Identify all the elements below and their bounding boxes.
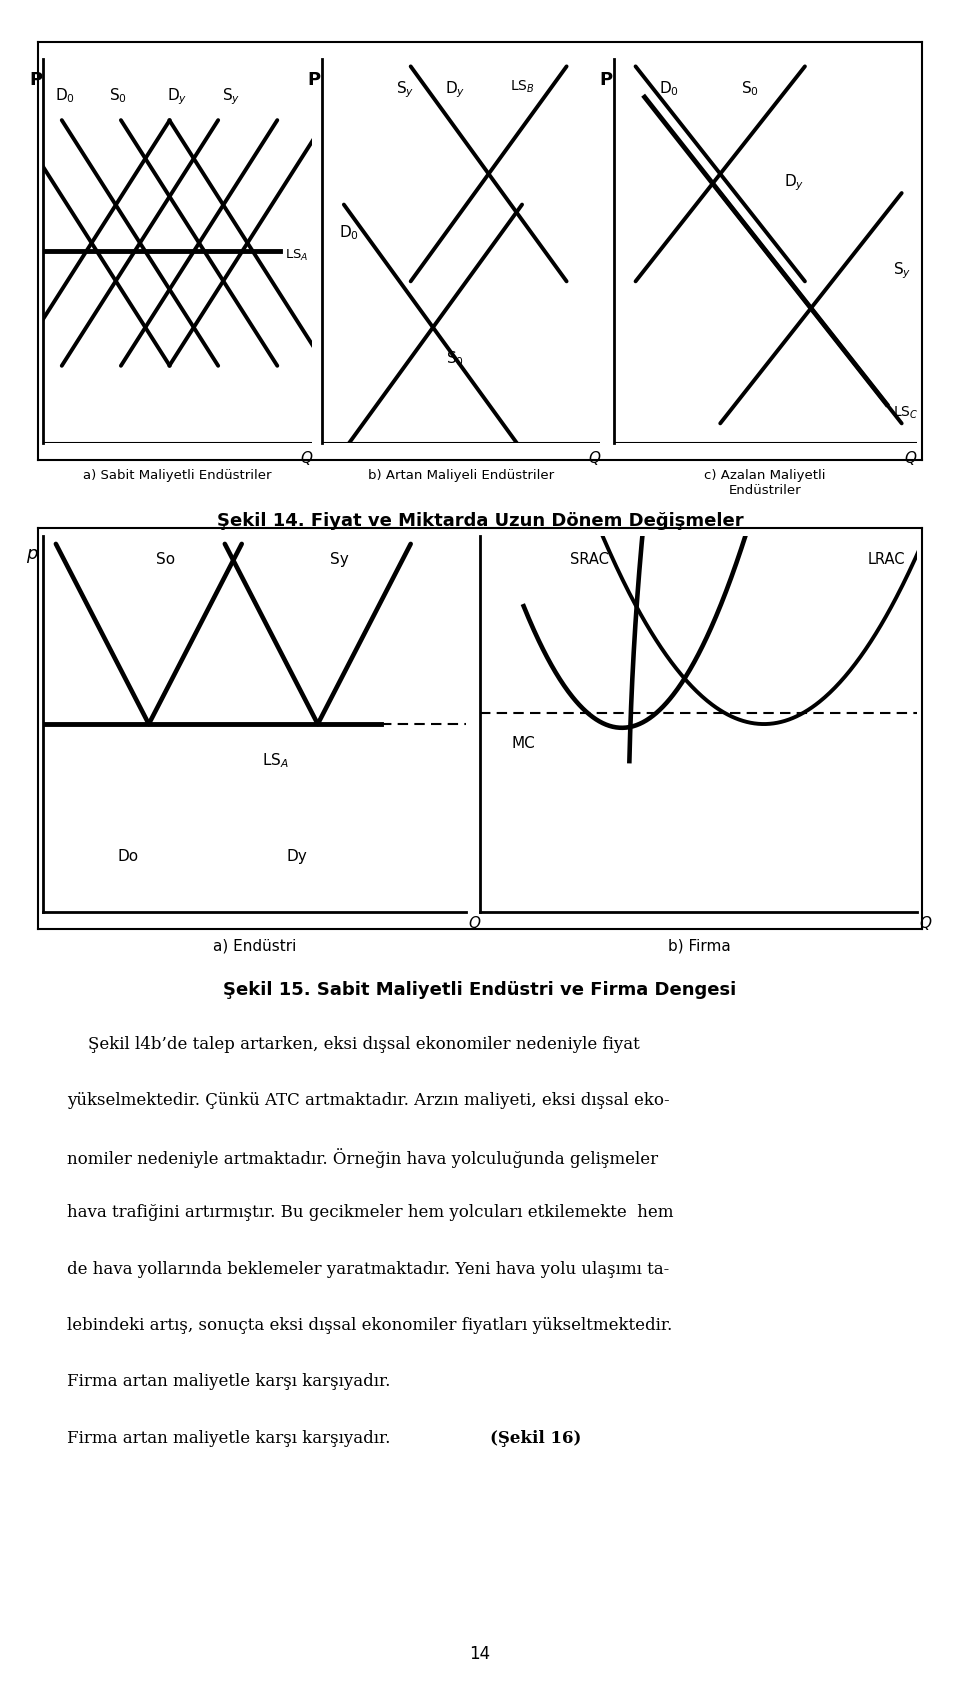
Text: yükselmektedir. Çünkü ATC artmaktadır. Arzın maliyeti, eksi dışsal eko-: yükselmektedir. Çünkü ATC artmaktadır. A… — [67, 1091, 670, 1108]
Text: hava trafiğini artırmıştır. Bu gecikmeler hem yolcuları etkilemekte  hem: hava trafiğini artırmıştır. Bu gecikmele… — [67, 1204, 674, 1221]
Text: MC: MC — [512, 737, 536, 750]
Text: Firma artan maliyetle karşı karşıyadır.: Firma artan maliyetle karşı karşıyadır. — [67, 1429, 396, 1446]
Text: LS$_B$: LS$_B$ — [510, 78, 535, 95]
Text: S$_0$: S$_0$ — [109, 87, 128, 106]
Text: (Şekil 16): (Şekil 16) — [490, 1429, 581, 1446]
Text: a) Sabit Maliyetli Endüstriler: a) Sabit Maliyetli Endüstriler — [84, 469, 272, 483]
Text: a) Endüstri: a) Endüstri — [213, 938, 296, 953]
Text: D$_0$: D$_0$ — [340, 223, 359, 242]
Text: D$_y$: D$_y$ — [783, 172, 804, 193]
Text: 14: 14 — [469, 1644, 491, 1662]
Text: Q: Q — [904, 450, 917, 465]
Text: b) Artan Maliyeli Endüstriler: b) Artan Maliyeli Endüstriler — [368, 469, 554, 483]
Text: S$_0$: S$_0$ — [741, 78, 759, 97]
Text: Firma artan maliyetle karşı karşıyadır.: Firma artan maliyetle karşı karşıyadır. — [67, 1373, 391, 1390]
Text: P: P — [30, 72, 43, 89]
Text: D$_y$: D$_y$ — [167, 87, 188, 107]
Text: LS$_A$: LS$_A$ — [262, 750, 289, 769]
Text: nomiler nedeniyle artmaktadır. Örneğin hava yolculuğunda gelişmeler: nomiler nedeniyle artmaktadır. Örneğin h… — [67, 1147, 659, 1168]
Text: Şekil 14. Fiyat ve Miktarda Uzun Dönem Değişmeler: Şekil 14. Fiyat ve Miktarda Uzun Dönem D… — [217, 512, 743, 530]
Text: lebindeki artış, sonuçta eksi dışsal ekonomiler fiyatları yükseltmektedir.: lebindeki artış, sonuçta eksi dışsal eko… — [67, 1316, 672, 1333]
Text: So: So — [156, 552, 176, 568]
Text: S$_y$: S$_y$ — [396, 78, 415, 99]
Text: Q: Q — [588, 450, 600, 465]
Text: Q: Q — [468, 916, 480, 931]
Text: Dy: Dy — [286, 849, 307, 863]
Text: SRAC: SRAC — [570, 552, 609, 568]
Text: LS$_C$: LS$_C$ — [893, 404, 918, 421]
Text: de hava yollarında beklemeler yaratmaktadır. Yeni hava yolu ulaşımı ta-: de hava yollarında beklemeler yaratmakta… — [67, 1260, 669, 1277]
Text: Şekil 15. Sabit Maliyetli Endüstri ve Firma Dengesi: Şekil 15. Sabit Maliyetli Endüstri ve Fi… — [224, 980, 736, 999]
Text: p: p — [26, 544, 37, 563]
Text: Q: Q — [920, 916, 931, 931]
Text: S$_y$: S$_y$ — [893, 261, 911, 281]
Text: Şekil l4b’de talep artarken, eksi dışsal ekonomiler nedeniyle fiyat: Şekil l4b’de talep artarken, eksi dışsal… — [67, 1035, 640, 1052]
Text: P: P — [599, 72, 612, 89]
Text: S$_y$: S$_y$ — [222, 87, 241, 107]
Text: Sy: Sy — [329, 552, 348, 568]
Text: c) Azalan Maliyetli
Endüstriler: c) Azalan Maliyetli Endüstriler — [705, 469, 826, 496]
Text: D$_0$: D$_0$ — [55, 87, 75, 106]
Text: LRAC: LRAC — [868, 552, 905, 568]
Text: b) Firma: b) Firma — [667, 938, 731, 953]
Text: Q: Q — [300, 450, 313, 465]
Text: S$_0$: S$_0$ — [446, 350, 465, 368]
Text: D$_0$: D$_0$ — [659, 78, 679, 97]
Text: D$_y$: D$_y$ — [445, 78, 466, 99]
Text: P: P — [307, 72, 321, 89]
Text: LS$_A$: LS$_A$ — [285, 247, 309, 263]
Text: Do: Do — [117, 849, 138, 863]
